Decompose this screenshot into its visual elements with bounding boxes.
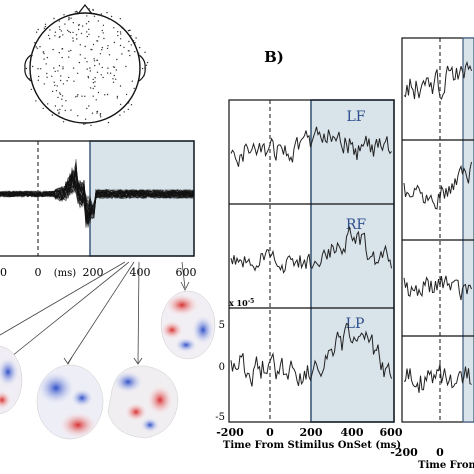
x-tick-0: 0 xyxy=(266,426,274,439)
x-tick-600: 600 xyxy=(380,426,403,439)
topo-map-4 xyxy=(160,290,216,360)
sensor-dots xyxy=(25,8,149,127)
right-x-axis-label: Time From S xyxy=(418,460,474,471)
left-ear-icon xyxy=(24,54,32,82)
tick-label-200: 200 xyxy=(83,266,104,279)
tick-label-start: 0 xyxy=(0,266,7,279)
x-tick-neg200: -200 xyxy=(216,426,244,439)
right-x-tick-0: 0 xyxy=(436,446,444,459)
y-tick-0: 0 xyxy=(219,362,225,373)
x-axis-label-b: Time From Stimilus OnSet (ms) xyxy=(223,440,401,451)
x-tick-400: 400 xyxy=(341,426,364,439)
y-tick-5: 5 xyxy=(219,320,225,331)
x-tick-200: 200 xyxy=(300,426,323,439)
nose-icon xyxy=(77,4,93,15)
butterfly-plot: 0 0 (ms) 200 400 600 xyxy=(0,140,197,279)
topo-connectors xyxy=(0,261,190,365)
tick-label-unit: (ms) xyxy=(54,268,77,279)
y-tick-neg5: -5 xyxy=(215,412,225,423)
tick-label-400: 400 xyxy=(130,266,151,279)
time-window-box xyxy=(310,99,395,423)
scale-label: x 10-5 xyxy=(229,298,254,308)
channel-label-lp: LP xyxy=(346,316,365,332)
right-x-tick-neg200: -200 xyxy=(390,446,418,459)
topo-map-3 xyxy=(107,365,179,439)
right-traces xyxy=(403,60,472,393)
right-channel-plots: -200 0 Time From S xyxy=(390,37,474,471)
panel-b-label: B) xyxy=(264,48,284,66)
channel-traces xyxy=(230,126,392,387)
tick-label-0: 0 xyxy=(35,266,42,279)
channel-plots: LF RF LP x 10-5 5 0 -5 -200 0 200 400 60… xyxy=(215,99,403,451)
butterfly-frame xyxy=(0,140,195,257)
topo-map-1 xyxy=(0,345,23,415)
butterfly-traces xyxy=(0,159,195,228)
channel-frame xyxy=(228,99,395,423)
sensor-layout xyxy=(24,4,149,127)
channel-label-lf: LF xyxy=(346,109,365,125)
channel-label-rf: RF xyxy=(346,217,367,233)
topo-map-2 xyxy=(36,364,104,440)
head-outline xyxy=(29,12,141,124)
tick-label-600: 600 xyxy=(176,266,197,279)
